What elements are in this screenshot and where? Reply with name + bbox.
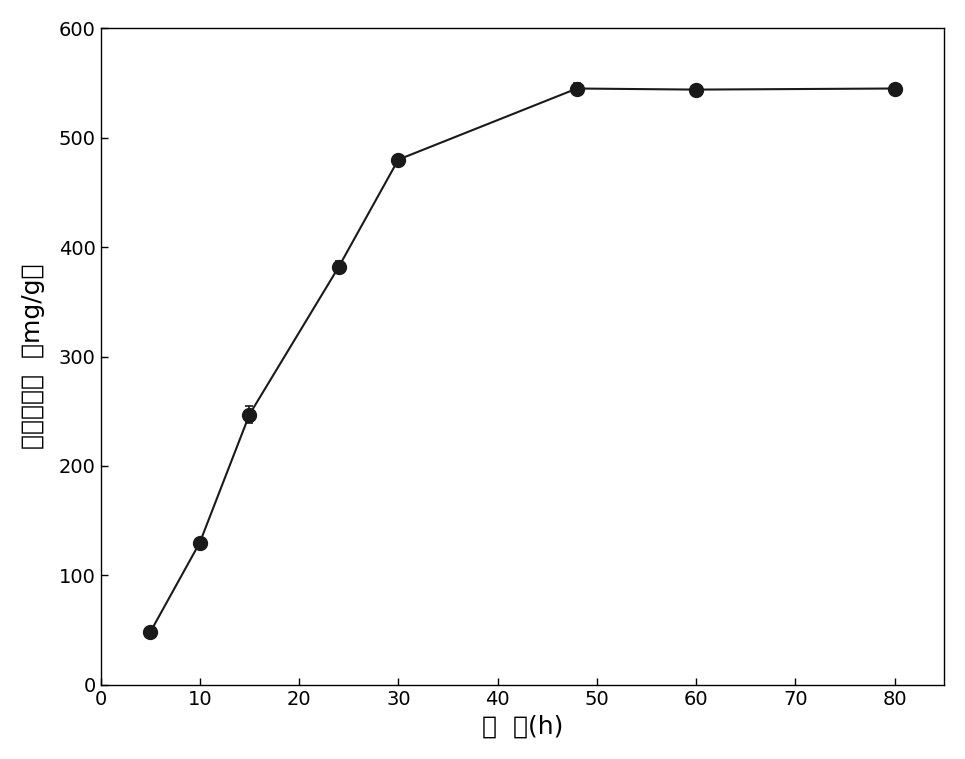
X-axis label: 时  间(h): 时 间(h) — [482, 714, 563, 739]
Y-axis label: 还原糖得率  （mg/g）: 还原糖得率 （mg/g） — [21, 264, 44, 449]
